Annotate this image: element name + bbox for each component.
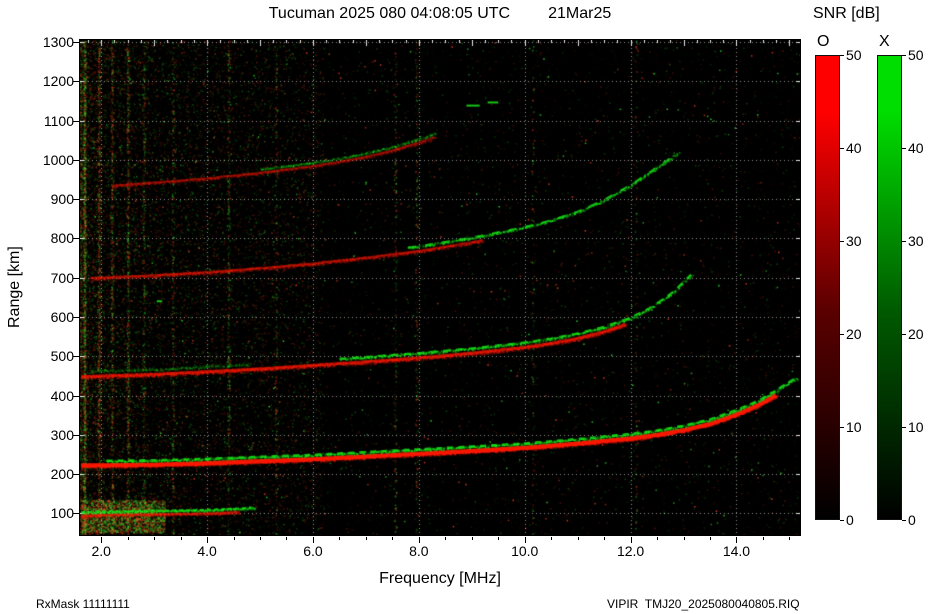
- y-tick-label: 500: [50, 348, 74, 365]
- o-colorbar-tick-mark: [840, 148, 844, 149]
- x-tick-mark: [127, 537, 129, 540]
- y-tick-label: 1300: [42, 33, 74, 50]
- o-colorbar-tick-mark: [840, 334, 844, 335]
- o-colorbar-tick-mark: [840, 55, 844, 56]
- o-mode-colorbar: [815, 55, 840, 520]
- x-tick-mark: [154, 537, 156, 540]
- o-colorbar-tick-label: 40: [846, 140, 862, 156]
- x-tick-label: 4.0: [197, 543, 217, 559]
- y-tick-mark: [73, 159, 79, 161]
- x-colorbar-tick-mark: [902, 334, 906, 335]
- o-colorbar-tick-label: 50: [846, 47, 862, 63]
- y-tick-mark: [73, 41, 79, 43]
- o-colorbar-tick-label: 30: [846, 233, 862, 249]
- colorbar-title: SNR [dB]: [813, 5, 880, 22]
- y-tick-label: 200: [50, 466, 74, 483]
- y-tick-label: 1200: [42, 73, 74, 90]
- y-tick-label: 1100: [43, 112, 74, 129]
- x-tick-mark: [233, 537, 235, 540]
- y-tick-mark: [73, 277, 79, 279]
- y-tick-mark: [73, 395, 79, 397]
- x-tick-label: 10.0: [511, 543, 539, 559]
- ionogram-plot: [79, 39, 801, 536]
- x-tick-mark: [445, 537, 447, 540]
- x-colorbar-tick-label: 10: [908, 419, 924, 435]
- x-colorbar-tick-mark: [902, 427, 906, 428]
- x-colorbar-tick-label: 20: [908, 326, 924, 342]
- x-tick-mark: [418, 537, 420, 543]
- ionogram-canvas: [80, 40, 800, 535]
- x-colorbar-tick-label: 0: [908, 512, 916, 528]
- x-tick-mark: [339, 537, 341, 540]
- x-colorbar-tick-mark: [902, 241, 906, 242]
- o-mode-label: O: [817, 33, 830, 50]
- y-tick-mark: [73, 474, 79, 476]
- y-tick-label: 1000: [42, 151, 74, 168]
- y-tick-label: 400: [50, 387, 74, 404]
- y-tick-label: 800: [50, 230, 74, 247]
- x-tick-mark: [365, 537, 367, 540]
- x-tick-mark: [577, 537, 579, 540]
- x-tick-mark: [286, 537, 288, 540]
- x-tick-mark: [524, 537, 526, 543]
- o-colorbar-tick-label: 0: [846, 512, 854, 528]
- x-tick-mark: [392, 537, 394, 540]
- x-colorbar-tick-mark: [902, 520, 906, 521]
- y-tick-label: 100: [50, 505, 74, 522]
- y-tick-mark: [73, 434, 79, 436]
- y-tick-mark: [73, 316, 79, 318]
- x-tick-mark: [630, 537, 632, 543]
- y-tick-label: 600: [50, 308, 74, 325]
- y-tick-label: 300: [50, 426, 74, 443]
- plot-date: 21Mar25: [548, 5, 612, 22]
- o-colorbar-tick-label: 20: [846, 326, 862, 342]
- x-tick-mark: [683, 537, 685, 540]
- x-tick-mark: [762, 537, 764, 540]
- o-colorbar-tick-mark: [840, 427, 844, 428]
- x-mode-label: X: [879, 33, 890, 50]
- x-colorbar-tick-label: 30: [908, 233, 924, 249]
- x-colorbar-tick-mark: [902, 55, 906, 56]
- x-tick-mark: [736, 537, 738, 543]
- title-bar: Tucuman 2025 080 04:08:05 UTC 21Mar25: [80, 5, 800, 23]
- x-colorbar-tick-mark: [902, 148, 906, 149]
- o-colorbar-tick-mark: [840, 520, 844, 521]
- x-tick-mark: [312, 537, 314, 543]
- o-colorbar-tick-mark: [840, 241, 844, 242]
- x-tick-label: 6.0: [303, 543, 323, 559]
- x-colorbar-tick-label: 40: [908, 140, 924, 156]
- filename-label: VIPIR TMJ20_2025080040805.RIQ: [607, 597, 800, 611]
- y-tick-mark: [73, 356, 79, 358]
- y-tick-mark: [73, 120, 79, 122]
- x-tick-mark: [260, 537, 261, 540]
- x-tick-mark: [471, 537, 473, 540]
- x-colorbar-tick-label: 50: [908, 47, 924, 63]
- y-tick-mark: [73, 81, 79, 83]
- x-tick-mark: [789, 537, 791, 540]
- x-tick-label: 2.0: [91, 543, 111, 559]
- y-tick-mark: [73, 199, 79, 201]
- o-colorbar-tick-label: 10: [846, 419, 862, 435]
- rxmask-label: RxMask 11111111: [36, 597, 130, 611]
- y-tick-label: 900: [50, 191, 74, 208]
- y-tick-mark: [73, 513, 79, 515]
- x-axis-label: Frequency [MHz]: [379, 570, 501, 587]
- x-tick-label: 8.0: [409, 543, 429, 559]
- x-tick-mark: [604, 537, 606, 540]
- x-tick-mark: [710, 537, 711, 540]
- y-tick-mark: [73, 238, 79, 240]
- x-tick-mark: [180, 537, 182, 540]
- x-tick-label: 14.0: [722, 543, 751, 559]
- y-axis-label: Range [km]: [6, 246, 23, 329]
- x-mode-colorbar: [877, 55, 902, 520]
- x-tick-mark: [657, 537, 659, 540]
- x-tick-mark: [498, 537, 500, 540]
- plot-title: Tucuman 2025 080 04:08:05 UTC: [268, 5, 511, 22]
- x-tick-mark: [207, 537, 209, 543]
- y-tick-label: 700: [50, 269, 74, 286]
- x-tick-label: 12.0: [616, 543, 645, 559]
- x-tick-mark: [551, 537, 553, 540]
- x-tick-mark: [101, 537, 103, 543]
